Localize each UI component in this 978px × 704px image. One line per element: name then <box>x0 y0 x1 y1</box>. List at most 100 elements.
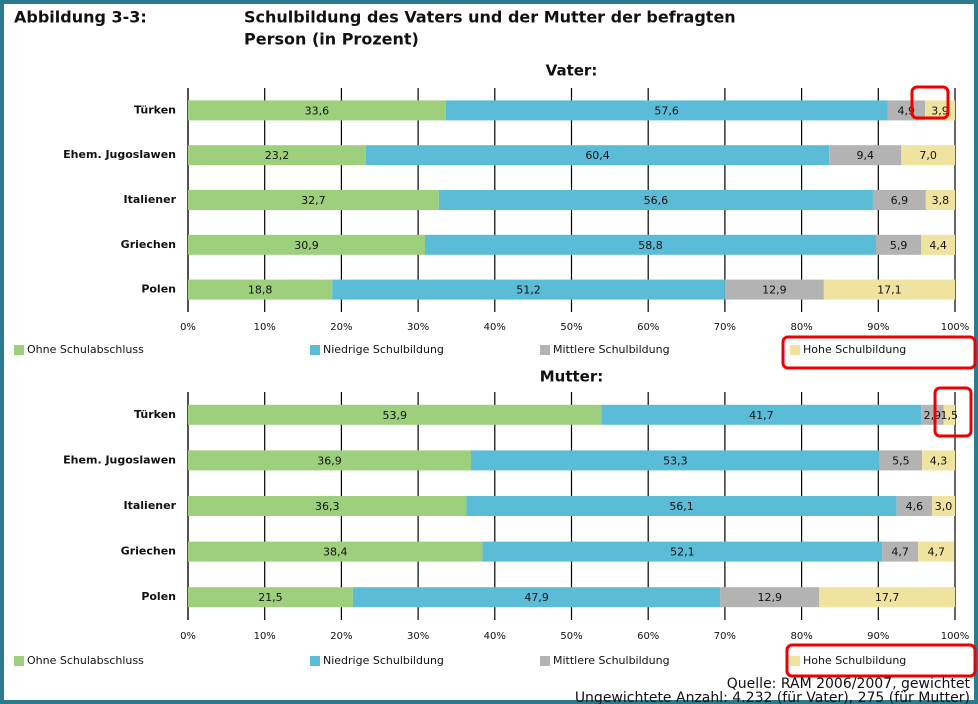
data-label: 41,7 <box>749 409 774 422</box>
bar-segment <box>823 279 955 300</box>
category-label: Griechen <box>121 238 176 251</box>
category-label: Ehem. Jugoslawen <box>63 148 176 161</box>
highlight <box>910 85 950 120</box>
legend-swatch <box>310 345 320 355</box>
x-tick-label: 10% <box>254 322 276 333</box>
data-label: 51,2 <box>516 284 541 297</box>
bar-segment <box>879 450 923 471</box>
category-label: Griechen <box>121 545 176 558</box>
category-label: Polen <box>141 590 176 603</box>
legend-swatch <box>540 656 550 666</box>
data-label: 3,0 <box>935 500 953 513</box>
data-label: 36,9 <box>317 454 342 467</box>
bar-segment <box>188 404 602 425</box>
bar-segment <box>188 145 366 166</box>
bar-segment <box>188 450 472 471</box>
data-label: 56,6 <box>644 194 669 207</box>
data-label: 12,9 <box>762 284 787 297</box>
x-tick-label: 10% <box>254 631 276 642</box>
bar-segment <box>918 541 955 562</box>
bar-segment <box>188 190 439 210</box>
x-tick-label: 30% <box>407 322 429 333</box>
bar-segment <box>438 190 873 210</box>
category-label: Türken <box>134 408 176 421</box>
x-tick-label: 30% <box>407 631 429 642</box>
data-label: 52,1 <box>670 546 695 559</box>
data-label: 21,5 <box>258 591 283 604</box>
bar-segment <box>466 496 897 516</box>
legend-label: Hohe Schulbildung <box>803 343 906 356</box>
bar-segment <box>445 100 888 121</box>
data-label: 4,3 <box>930 454 948 467</box>
x-tick-label: 50% <box>560 631 582 642</box>
bar-segment <box>601 404 922 425</box>
source: Quelle: RAM 2006/2007, gewichtet <box>727 676 971 692</box>
chart-title: Vater: <box>546 62 598 80</box>
category-label: Ehem. Jugoslawen <box>63 453 176 466</box>
legend-label: Mittlere Schulbildung <box>553 343 670 356</box>
x-tick-label: 60% <box>637 631 659 642</box>
bar-segment <box>925 190 955 210</box>
x-tick-label: 40% <box>484 631 506 642</box>
data-label: 4,6 <box>906 500 924 513</box>
data-label: 4,7 <box>927 546 945 559</box>
data-label: 4,7 <box>891 546 909 559</box>
data-label: 38,4 <box>323 546 348 559</box>
figure-title: Schulbildung des Vaters und der Mutter d… <box>244 8 736 27</box>
x-tick-label: 20% <box>330 631 352 642</box>
bar-segment <box>724 279 824 300</box>
legend-label: Hohe Schulbildung <box>803 654 906 667</box>
x-tick-label: 100% <box>941 322 970 333</box>
bar-segment <box>425 234 876 255</box>
data-label: 7,0 <box>919 149 937 162</box>
data-label: 3,8 <box>932 194 950 207</box>
data-label: 56,1 <box>669 500 694 513</box>
x-tick-label: 80% <box>790 631 812 642</box>
bar-segment <box>901 145 955 166</box>
data-label: 6,9 <box>891 194 909 207</box>
bar-segment <box>720 587 820 608</box>
x-tick-label: 70% <box>714 322 736 333</box>
x-tick-label: 70% <box>714 631 736 642</box>
bar-segment <box>188 496 467 516</box>
x-tick-label: 100% <box>941 631 970 642</box>
data-label: 33,6 <box>305 104 330 117</box>
data-label: 57,6 <box>654 104 679 117</box>
bar-segment <box>921 404 944 425</box>
chart-title: Mutter: <box>540 368 604 386</box>
legend-swatch <box>310 656 320 666</box>
figure-title: Person (in Prozent) <box>244 30 419 49</box>
x-tick-label: 20% <box>330 322 352 333</box>
category-label: Italiener <box>124 499 177 512</box>
highlight <box>781 335 977 370</box>
bar-segment <box>829 145 902 166</box>
x-tick-label: 0% <box>180 322 196 333</box>
data-label: 53,9 <box>382 409 407 422</box>
category-label: Italiener <box>124 193 177 206</box>
data-label: 60,4 <box>585 149 610 162</box>
bar-segment <box>887 100 926 121</box>
legend-label: Ohne Schulabschluss <box>27 654 144 667</box>
bar-segment <box>882 541 919 562</box>
bar-segment <box>931 496 955 516</box>
bar-segment <box>188 587 353 608</box>
bar-segment <box>943 404 955 425</box>
bar-segment <box>188 234 426 255</box>
data-label: 5,9 <box>890 239 908 252</box>
legend-label: Ohne Schulabschluss <box>27 343 144 356</box>
bar-segment <box>188 279 333 300</box>
highlight <box>933 386 973 438</box>
bar-segment <box>819 587 955 608</box>
bar-segment <box>872 190 926 210</box>
category-label: Polen <box>141 283 176 296</box>
data-label: 9,4 <box>857 149 875 162</box>
highlight-boxes <box>781 85 977 678</box>
figure-label: Abbildung 3-3: <box>14 8 147 27</box>
data-label: 36,3 <box>315 500 340 513</box>
legend-swatch <box>790 345 800 355</box>
legend-swatch <box>540 345 550 355</box>
highlight <box>785 643 977 678</box>
legend-swatch <box>790 656 800 666</box>
category-label: Türken <box>134 103 176 116</box>
data-label: 23,2 <box>265 149 290 162</box>
